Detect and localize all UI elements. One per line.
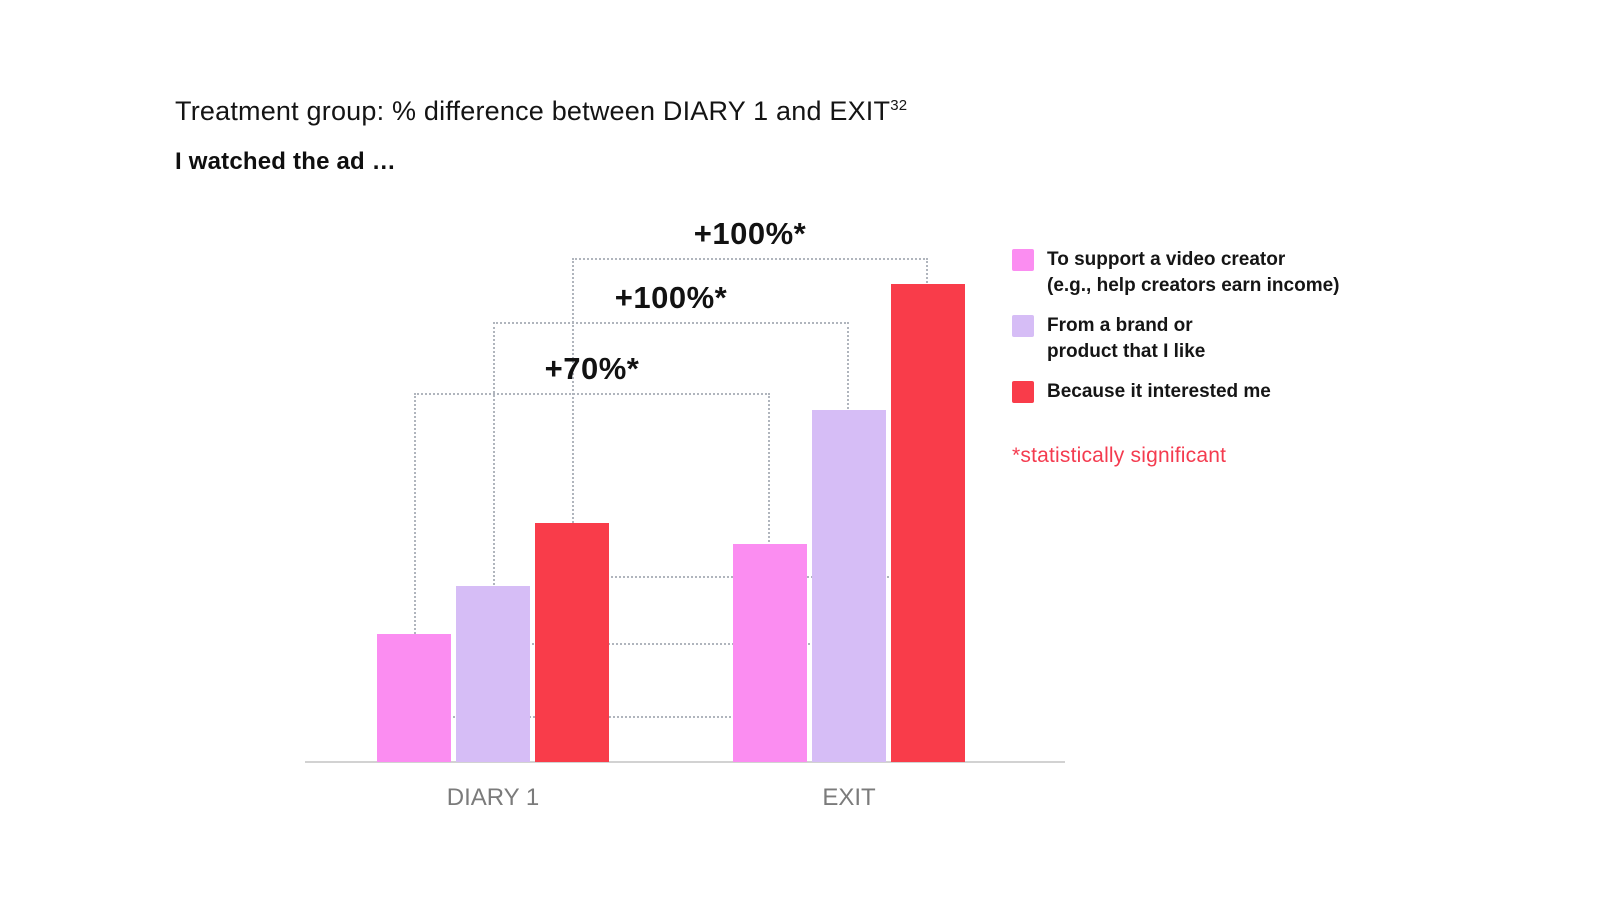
legend-item: Because it interested me [1012, 379, 1339, 405]
bar-exit-series-0 [733, 543, 807, 762]
difference-label: +100%* [614, 280, 728, 315]
x-axis-label: DIARY 1 [446, 784, 540, 811]
x-axis-label: EXIT [822, 784, 876, 811]
chart-title-footnote-marker: 32 [890, 97, 908, 114]
bar-exit-series-1 [812, 409, 886, 762]
legend-swatch [1012, 315, 1034, 337]
legend-label: To support a video creator (e.g., help cr… [1047, 249, 1340, 296]
chart-subtitle: I watched the ad … [175, 148, 396, 175]
legend-item: From a brand or product that I like [1012, 313, 1339, 365]
bar-diary-1-series-2 [535, 522, 609, 762]
difference-label: +70%* [544, 351, 640, 386]
bar-exit-series-2 [891, 283, 965, 762]
legend-swatch [1012, 381, 1034, 403]
legend-item: To support a video creator (e.g., help cr… [1012, 247, 1339, 299]
significance-note: *statistically significant [1012, 444, 1227, 467]
x-axis-line [305, 761, 1065, 763]
chart-title: Treatment group: % difference between DI… [175, 96, 907, 127]
legend: To support a video creator (e.g., help cr… [1012, 247, 1339, 405]
chart-title-text: Treatment group: % difference between DI… [175, 96, 891, 126]
legend-label: Because it interested me [1047, 381, 1271, 402]
difference-label: +100%* [693, 216, 807, 251]
legend-label: From a brand or product that I like [1047, 315, 1206, 362]
bar-diary-1-series-1 [456, 585, 530, 762]
legend-swatch [1012, 249, 1034, 271]
bar-diary-1-series-0 [377, 633, 451, 762]
